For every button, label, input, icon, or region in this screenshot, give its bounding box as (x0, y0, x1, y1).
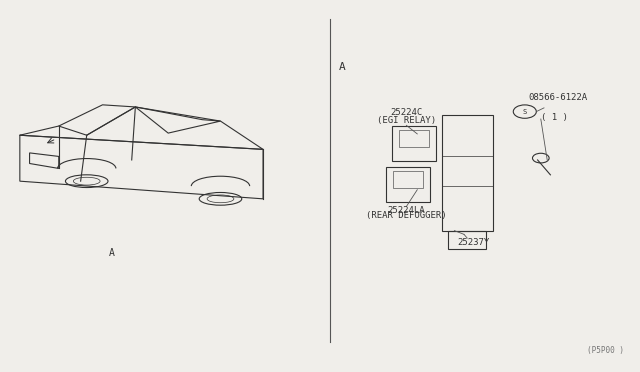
Text: (REAR DEFOGGER): (REAR DEFOGGER) (366, 211, 447, 220)
Text: ( 1 ): ( 1 ) (541, 113, 568, 122)
Text: 08566-6122A: 08566-6122A (528, 93, 587, 102)
Text: 25224C: 25224C (390, 108, 422, 117)
Text: 25224LA: 25224LA (388, 206, 425, 215)
Text: 25237Y: 25237Y (458, 238, 490, 247)
Text: A: A (339, 62, 346, 72)
Text: (EGI RELAY): (EGI RELAY) (377, 116, 436, 125)
Text: S: S (523, 109, 527, 115)
Text: (P5P00 ): (P5P00 ) (587, 346, 624, 355)
Text: A: A (109, 248, 115, 258)
